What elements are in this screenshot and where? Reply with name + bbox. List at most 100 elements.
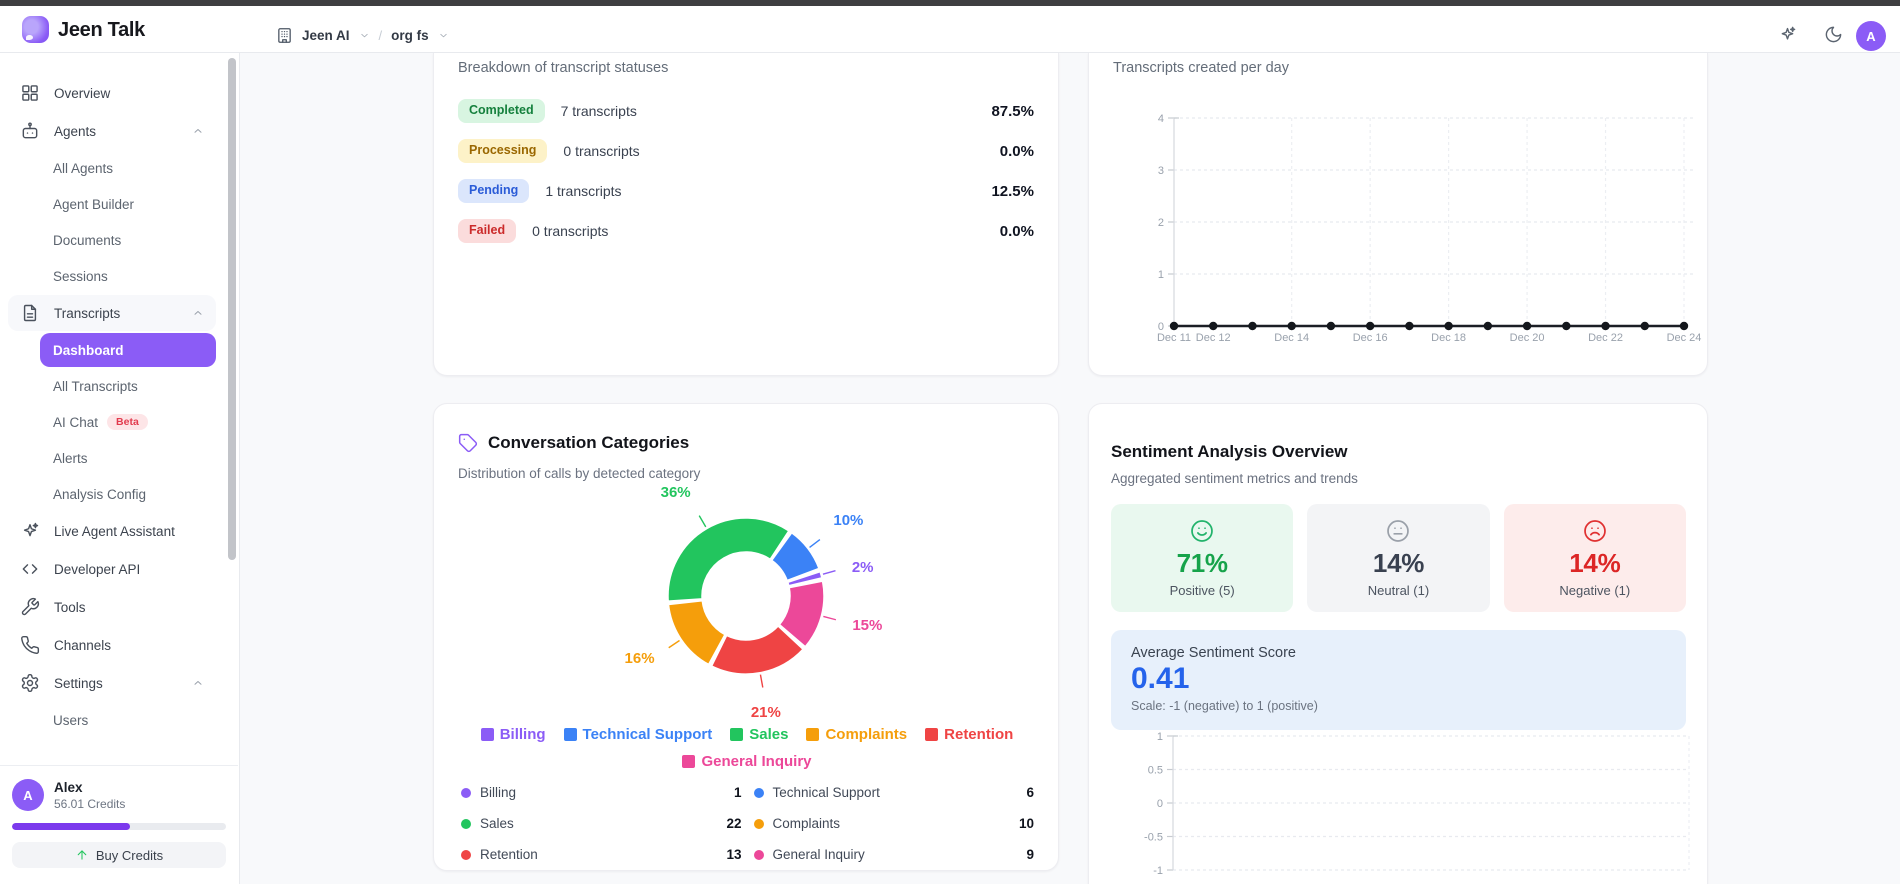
svg-text:4: 4 (1158, 113, 1164, 125)
sidebar-item-agent-builder[interactable]: Agent Builder (40, 187, 216, 221)
grid-icon (20, 83, 40, 103)
svg-text:Dec 24: Dec 24 (1667, 332, 1702, 344)
status-rows: Completed 7 transcripts 87.5% Processing 0 t… (458, 91, 1034, 251)
buy-credits-label: Buy Credits (95, 847, 164, 863)
svg-text:Dec 20: Dec 20 (1510, 332, 1545, 344)
sidebar-item-label: Alerts (53, 450, 88, 466)
sidebar-item-label: Transcripts (54, 305, 121, 321)
sidebar-item-label: Developer API (54, 561, 141, 577)
sentiment-title: Sentiment Analysis Overview (1111, 442, 1348, 461)
legend-label: Retention (944, 726, 1014, 743)
sidebar-scrollbar[interactable] (228, 58, 236, 560)
status-percentage: 87.5% (991, 102, 1034, 120)
category-label: General Inquiry (772, 847, 865, 862)
legend-swatch (925, 728, 939, 741)
chevron-down-icon[interactable] (359, 30, 370, 41)
category-count-list: Billing 1 Technical Support 6 Sales 22 Complai… (461, 782, 1034, 865)
sidebar-item-tools[interactable]: Tools (8, 589, 216, 625)
sidebar-nav: Overview Agents All Agents Agent Builder Doc… (8, 75, 216, 739)
sidebar-item-all-agents[interactable]: All Agents (40, 151, 216, 185)
sentiment-percentage: 14% (1569, 548, 1621, 578)
frown-face-icon (1582, 518, 1608, 544)
legend-item-complaints[interactable]: Complaints (806, 726, 907, 743)
status-percentage: 0.0% (999, 222, 1034, 240)
status-badge: Completed (458, 99, 545, 123)
legend-label: Complaints (825, 726, 908, 743)
svg-text:1: 1 (1157, 731, 1163, 743)
building-icon (276, 27, 293, 44)
wrench-icon (20, 597, 40, 617)
sidebar-item-agents[interactable]: Agents (8, 113, 216, 149)
sentiment-tile-positive: 71% Positive (5) (1111, 504, 1294, 612)
sidebar-item-documents[interactable]: Documents (40, 223, 216, 257)
legend-swatch (806, 728, 820, 741)
legend-swatch (682, 755, 696, 768)
sidebar-item-analysis-config[interactable]: Analysis Config (40, 477, 216, 511)
user-credits: 56.01 Credits (54, 796, 126, 811)
sidebar-item-dashboard[interactable]: Dashboard (40, 333, 216, 367)
sidebar-item-label: Users (53, 712, 89, 728)
category-value: 6 (1026, 785, 1034, 800)
sidebar-item-label: Tools (54, 599, 86, 615)
sidebar-item-label: Agent Builder (53, 196, 135, 212)
sidebar-item-transcripts[interactable]: Transcripts (8, 295, 216, 331)
legend-item-sales[interactable]: Sales (730, 726, 788, 743)
status-count: 0 transcripts (532, 223, 609, 239)
legend-item-retention[interactable]: Retention (925, 726, 1013, 743)
beta-badge: Beta (107, 413, 148, 431)
sidebar-item-label: Settings (54, 675, 103, 691)
category-count-row-retention: Retention 13 (461, 844, 742, 865)
breadcrumb-org[interactable]: Jeen AI (302, 28, 350, 43)
sidebar-item-ai-chat[interactable]: AI Chat Beta (40, 405, 216, 439)
status-badge: Failed (458, 219, 517, 243)
sidebar-item-sessions[interactable]: Sessions (40, 259, 216, 293)
smile-face-icon (1189, 518, 1215, 544)
category-value: 10 (1018, 816, 1034, 831)
category-label: Billing (480, 785, 517, 800)
sidebar-item-overview[interactable]: Overview (8, 75, 216, 111)
legend-item-technical-support[interactable]: Technical Support (563, 726, 712, 743)
buy-credits-button[interactable]: Buy Credits (12, 842, 226, 868)
breadcrumb-project[interactable]: org fs (391, 28, 429, 43)
user-panel: A Alex 56.01 Credits Buy Credits (0, 765, 238, 884)
svg-text:3: 3 (1158, 165, 1164, 177)
sparkles-icon[interactable] (1778, 25, 1797, 44)
sidebar-item-channels[interactable]: Channels (8, 627, 216, 663)
sidebar-item-settings[interactable]: Settings (8, 665, 216, 701)
sidebar-item-label: Dashboard (53, 342, 124, 358)
chevron-up-icon (192, 677, 204, 689)
sentiment-trend-chart: 1 0.5 0 -0.5 -1 (1144, 731, 1690, 877)
sidebar-item-users[interactable]: Users (40, 703, 216, 737)
svg-text:0: 0 (1157, 798, 1163, 810)
perday-card-subtitle: Transcripts created per day (1113, 60, 1289, 76)
legend-item-general-inquiry[interactable]: General Inquiry (682, 753, 812, 770)
transcripts-per-day-chart: 0 1 2 3 4 Dec 11 Dec 12 Dec 14 Dec 16 Dec 18 Dec 2… (1157, 113, 1702, 344)
sidebar-item-all-transcripts[interactable]: All Transcripts (40, 369, 216, 403)
sidebar-item-alerts[interactable]: Alerts (40, 441, 216, 475)
dark-mode-moon-icon[interactable] (1824, 25, 1843, 44)
legend-label: General Inquiry (701, 753, 812, 770)
svg-text:10%: 10% (833, 512, 863, 529)
avatar[interactable]: A (1856, 21, 1886, 51)
sidebar-item-developer-api[interactable]: Developer API (8, 551, 216, 587)
status-card-subtitle: Breakdown of transcript statuses (458, 60, 669, 76)
legend-swatch (563, 728, 577, 741)
chevron-up-icon (192, 125, 204, 137)
svg-text:Dec 11: Dec 11 (1157, 332, 1191, 344)
robot-icon (20, 121, 40, 141)
legend-item-billing[interactable]: Billing (480, 726, 546, 743)
sidebar-item-live-agent-assistant[interactable]: Live Agent Assistant (8, 513, 216, 549)
svg-text:2%: 2% (852, 559, 874, 576)
svg-text:Dec 18: Dec 18 (1431, 332, 1466, 344)
svg-text:1: 1 (1158, 269, 1164, 281)
app-logo-text[interactable]: Jeen Talk (58, 19, 145, 41)
categories-donut-chart: 36% 10% 2% 15% 21% 16% (625, 484, 883, 721)
arrow-up-icon (75, 848, 89, 862)
card-sentiment-overview: Sentiment Analysis Overview Aggregated s… (1088, 403, 1708, 884)
sentiment-tile-neutral: 14% Neutral (1) (1307, 504, 1490, 612)
chevron-down-icon[interactable] (438, 30, 449, 41)
app-logo-icon[interactable] (22, 16, 49, 43)
sidebar-item-label: All Transcripts (53, 378, 138, 394)
document-icon (20, 303, 40, 323)
sidebar-item-label: Analysis Config (53, 486, 147, 502)
